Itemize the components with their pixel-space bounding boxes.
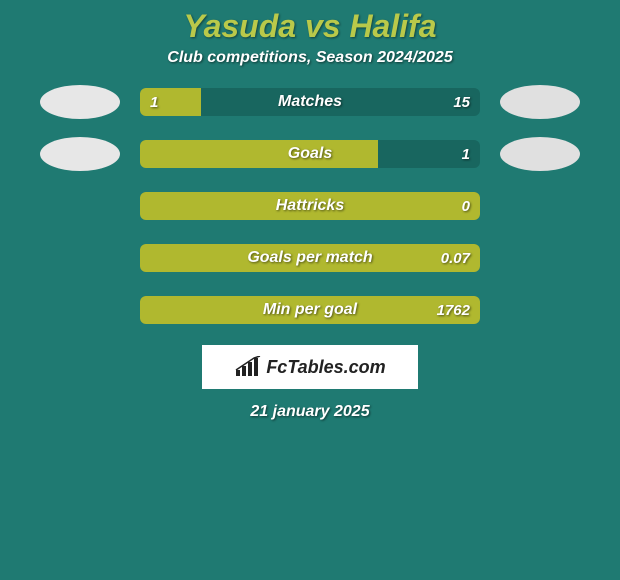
stat-bar: Matches115 — [140, 88, 480, 116]
stat-bar-left-fill — [140, 140, 378, 168]
logo-text: FcTables.com — [266, 357, 385, 378]
stat-bar-left-fill — [140, 244, 480, 272]
stat-row: Matches115 — [0, 85, 620, 119]
bars-area: Matches115 Goals1 Hattricks0 Goals per matc… — [0, 85, 620, 327]
player-avatar-left — [40, 85, 120, 119]
stat-bar-left-fill — [140, 88, 201, 116]
player-avatar-right — [500, 137, 580, 171]
stat-bar-left-fill — [140, 296, 480, 324]
stat-row: Goals per match0.07 — [0, 241, 620, 275]
logo-box: FcTables.com — [202, 345, 418, 389]
stat-bar-left-fill — [140, 192, 480, 220]
player-avatar-right — [500, 85, 580, 119]
stat-row: Min per goal1762 — [0, 293, 620, 327]
stat-value-right: 15 — [443, 88, 480, 116]
player-avatar-left — [40, 137, 120, 171]
stat-bar: Min per goal1762 — [140, 296, 480, 324]
date-text: 21 january 2025 — [0, 403, 620, 421]
title: Yasuda vs Halifa — [0, 0, 620, 49]
stat-row: Hattricks0 — [0, 189, 620, 223]
stat-bar: Goals per match0.07 — [140, 244, 480, 272]
stat-row: Goals1 — [0, 137, 620, 171]
stat-bar: Hattricks0 — [140, 192, 480, 220]
comparison-card: Yasuda vs Halifa Club competitions, Seas… — [0, 0, 620, 580]
bars-chart-icon — [234, 356, 262, 378]
subtitle: Club competitions, Season 2024/2025 — [0, 49, 620, 85]
stat-value-right: 1 — [452, 140, 480, 168]
stat-bar: Goals1 — [140, 140, 480, 168]
